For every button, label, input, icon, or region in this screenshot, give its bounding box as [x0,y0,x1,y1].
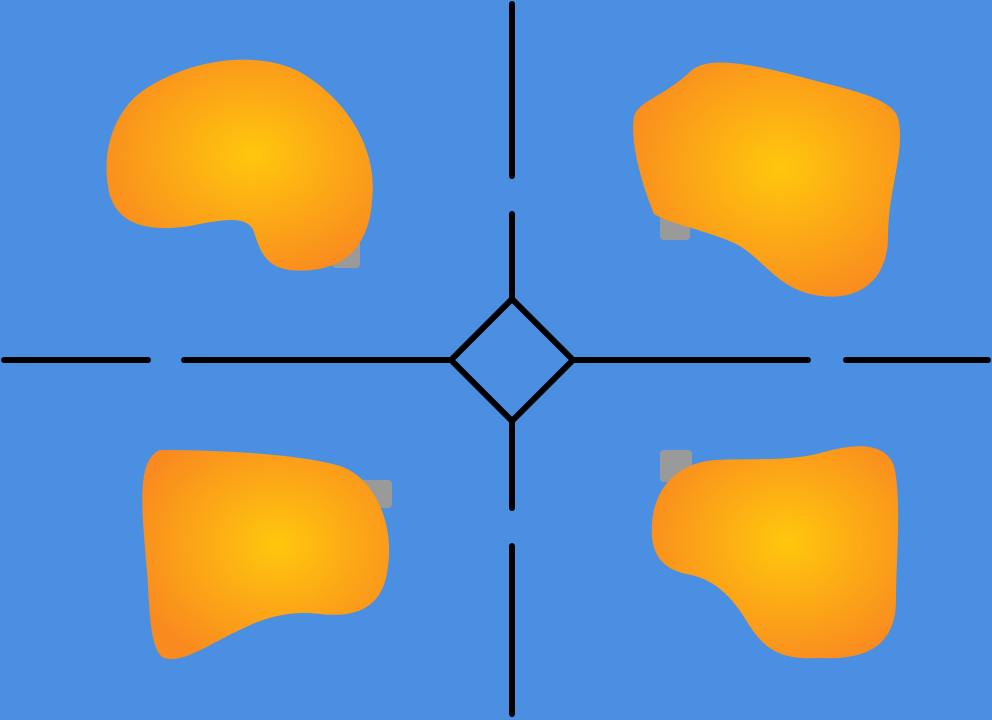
game-board [0,0,992,720]
